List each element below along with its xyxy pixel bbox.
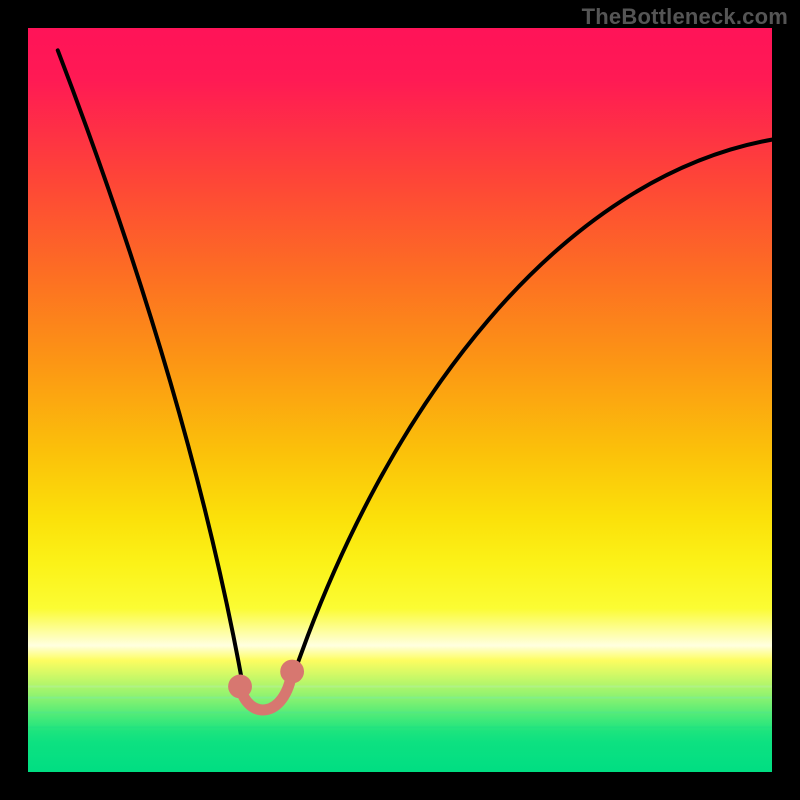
chart-svg: [0, 0, 800, 800]
curve-dip-cap-left: [228, 675, 252, 699]
chart-container: TheBottleneck.com: [0, 0, 800, 800]
watermark-label: TheBottleneck.com: [582, 4, 788, 30]
curve-dip-cap-right: [280, 660, 304, 684]
plot-background: [28, 28, 772, 772]
